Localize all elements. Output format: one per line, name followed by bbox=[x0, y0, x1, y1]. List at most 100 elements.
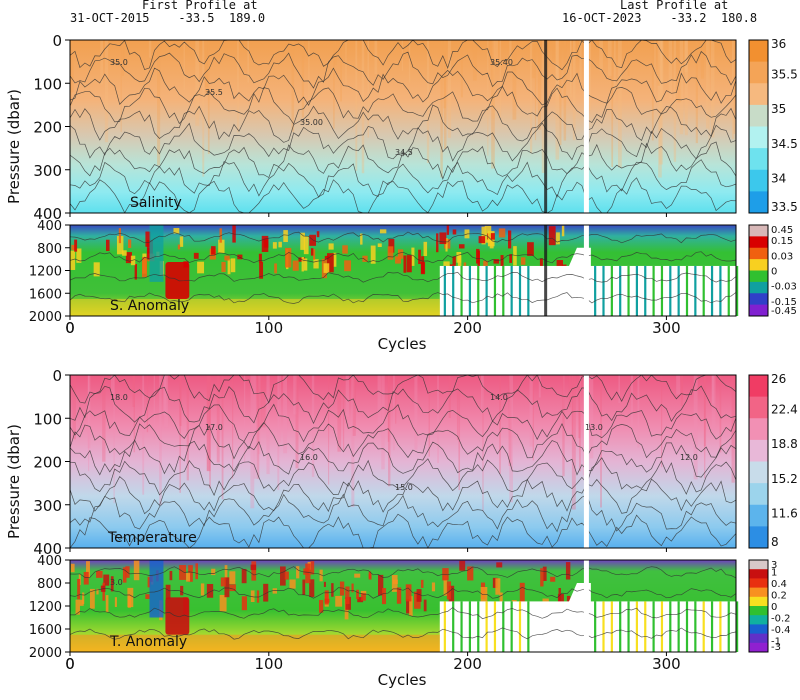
deep-profile bbox=[477, 265, 480, 316]
missing-cycle-gap bbox=[583, 225, 589, 316]
spike-column bbox=[544, 225, 548, 316]
field-streak bbox=[443, 40, 447, 149]
x-tick-label: 0 bbox=[65, 655, 75, 673]
deep-profile bbox=[460, 265, 463, 316]
field-streak bbox=[552, 40, 556, 62]
anomaly-patch bbox=[490, 233, 495, 240]
deep-profile bbox=[610, 265, 613, 316]
field-streak bbox=[491, 40, 495, 169]
anomaly-patch bbox=[105, 239, 110, 252]
field-streak bbox=[657, 40, 660, 86]
deep-profile bbox=[485, 265, 488, 316]
field-streak bbox=[710, 40, 715, 138]
colorbar-swatch bbox=[749, 642, 768, 653]
deep-profile bbox=[644, 265, 647, 316]
deep-profile bbox=[652, 265, 655, 316]
colorbar-swatch bbox=[749, 615, 768, 625]
anomaly-patch bbox=[230, 258, 236, 273]
field-streak bbox=[179, 375, 182, 427]
field-streak bbox=[654, 40, 656, 95]
y-tick-label: 200 bbox=[33, 454, 62, 472]
contour-label: 15.0 bbox=[395, 483, 413, 492]
colorbar-tick-label: 18.8 bbox=[771, 437, 798, 451]
field-streak bbox=[393, 375, 395, 451]
contour-line bbox=[69, 50, 737, 89]
deep-profile bbox=[594, 265, 597, 316]
anomaly-patch bbox=[411, 247, 415, 266]
anomaly-patch bbox=[177, 244, 181, 250]
field-streak bbox=[395, 375, 397, 424]
field-streak bbox=[258, 375, 261, 455]
missing-cycle-gap bbox=[583, 560, 589, 652]
field-streak bbox=[179, 375, 181, 493]
field-streak bbox=[659, 40, 663, 165]
panel-label: Salinity bbox=[130, 195, 182, 211]
anomaly-patch bbox=[221, 261, 226, 273]
anomaly-patch bbox=[296, 566, 300, 579]
deep-profile bbox=[727, 265, 730, 316]
deep-profile bbox=[669, 265, 672, 316]
y-tick-label: 300 bbox=[33, 162, 62, 180]
anomaly-patch bbox=[197, 261, 205, 274]
anomaly-patch bbox=[548, 226, 556, 246]
colorbar-swatch bbox=[749, 504, 768, 527]
anomaly-patch bbox=[241, 568, 247, 584]
colorbar-tick-label: 0.2 bbox=[771, 591, 787, 602]
field-streak bbox=[342, 375, 345, 451]
anomaly-patch bbox=[378, 574, 384, 596]
anomaly-patch bbox=[83, 571, 89, 585]
anomaly-patch bbox=[561, 225, 565, 237]
colorbar-tick-label: 22.4 bbox=[771, 403, 798, 417]
field-streak bbox=[499, 375, 501, 475]
field-streak bbox=[472, 40, 477, 81]
anomaly-patch bbox=[285, 247, 292, 268]
field-streak bbox=[509, 40, 512, 67]
contour-label: 35.0 bbox=[110, 58, 128, 67]
field-streak bbox=[568, 375, 571, 408]
anomaly-patch bbox=[179, 236, 184, 247]
anomaly-patch bbox=[110, 576, 114, 592]
colorbar-swatch bbox=[749, 560, 768, 570]
anomaly-patch bbox=[323, 581, 326, 587]
colorbar-swatch bbox=[749, 236, 768, 249]
anomaly-patch bbox=[211, 246, 216, 255]
field-streak bbox=[480, 375, 484, 413]
anomaly-patch bbox=[500, 255, 504, 270]
anomaly-patch bbox=[278, 241, 282, 248]
x-axis-label: Cycles bbox=[378, 671, 427, 689]
field-streak bbox=[700, 40, 705, 79]
field-streak bbox=[538, 375, 541, 398]
anomaly-patch bbox=[310, 248, 314, 256]
field-streak bbox=[579, 40, 582, 88]
field-streak bbox=[100, 40, 104, 85]
anomaly-patch bbox=[229, 571, 236, 584]
anomaly-patch bbox=[360, 233, 363, 245]
field-streak bbox=[261, 375, 266, 428]
field-streak bbox=[120, 40, 122, 132]
anomaly-patch bbox=[300, 232, 305, 250]
anomaly-patch bbox=[520, 257, 526, 265]
field-streak bbox=[563, 40, 567, 141]
field-streak bbox=[618, 375, 620, 404]
anomaly-patch bbox=[258, 253, 262, 263]
anomaly-patch bbox=[77, 578, 81, 600]
anomaly-patch bbox=[458, 244, 465, 249]
field-streak bbox=[132, 375, 135, 408]
colorbar-swatch bbox=[749, 396, 768, 419]
field-streak bbox=[563, 375, 565, 410]
x-tick-label: 300 bbox=[652, 319, 681, 337]
anomaly-patch bbox=[539, 258, 543, 271]
field-streak bbox=[651, 40, 654, 141]
contour-label: 16.0 bbox=[300, 453, 318, 462]
field-streak bbox=[531, 40, 536, 79]
anomaly-patch bbox=[224, 565, 228, 581]
anomaly-patch bbox=[259, 261, 264, 279]
anomaly-patch bbox=[480, 586, 488, 605]
anomaly-patch bbox=[345, 586, 350, 605]
anomaly-patch bbox=[147, 248, 150, 260]
field-streak bbox=[186, 375, 189, 481]
anomaly-patch bbox=[200, 583, 205, 596]
anomaly-patch bbox=[128, 239, 132, 249]
field-streak bbox=[706, 40, 709, 129]
anomaly-patch bbox=[391, 575, 398, 592]
